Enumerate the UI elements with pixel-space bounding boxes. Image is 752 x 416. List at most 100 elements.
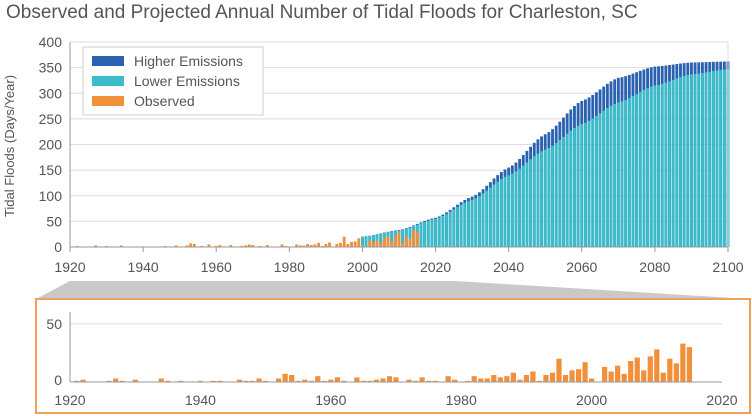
observed-bar xyxy=(317,242,321,247)
observed-bar xyxy=(192,243,196,247)
observed-bar xyxy=(342,236,346,247)
inset-x-tick: 1960 xyxy=(315,392,346,408)
observed-bar xyxy=(357,238,361,247)
inset-observed-bar xyxy=(517,379,523,382)
lower-emissions-bar xyxy=(467,201,470,247)
lower-emissions-bar xyxy=(711,71,715,247)
inset-observed-bar xyxy=(256,378,262,382)
lower-emissions-bar xyxy=(434,218,437,247)
lower-emissions-bar xyxy=(554,143,558,247)
lower-emissions-bar xyxy=(401,229,405,247)
main-axes xyxy=(69,41,729,252)
observed-bar xyxy=(401,242,405,247)
y-axis-label: Tidal Floods (Days/Year) xyxy=(2,75,17,217)
lower-emissions-bar xyxy=(481,193,485,247)
main-y-tick-labels: 0 50 100 150 200 250 300 350 400 xyxy=(39,34,63,255)
inset-observed-bar xyxy=(419,377,425,382)
inset-observed-bar xyxy=(341,380,347,382)
lower-emissions-bar xyxy=(690,74,693,247)
lower-emissions-bar xyxy=(437,217,441,247)
observed-bar xyxy=(284,245,288,247)
inset-observed-bar xyxy=(452,379,458,382)
lower-emissions-bar xyxy=(569,130,573,247)
lower-emissions-bar xyxy=(488,187,492,247)
lower-emissions-bar xyxy=(423,221,427,247)
lower-emissions-bar xyxy=(503,176,507,247)
inset-observed-bar xyxy=(236,379,243,382)
inset-observed-bar xyxy=(119,380,125,382)
inset-observed-bar xyxy=(406,379,412,382)
main-x-tick: 1960 xyxy=(201,259,232,275)
lower-emissions-bar xyxy=(441,215,445,247)
main-y-tick: 150 xyxy=(39,162,63,178)
lower-emissions-bar xyxy=(448,211,452,247)
lower-emissions-bar xyxy=(594,115,598,247)
observed-bar xyxy=(280,244,284,247)
lower-emissions-bar xyxy=(657,84,660,247)
main-x-tick: 2080 xyxy=(639,259,670,275)
inset-observed-bar xyxy=(608,371,614,382)
lower-emissions-bar xyxy=(613,103,617,247)
observed-bar xyxy=(244,245,247,247)
main-y-tick: 200 xyxy=(39,137,63,153)
lower-emissions-bar xyxy=(693,73,697,247)
lower-emissions-bar xyxy=(540,151,543,247)
observed-bar xyxy=(350,241,353,247)
main-y-tick: 250 xyxy=(39,111,63,127)
legend-swatch-lower xyxy=(92,76,124,86)
lower-emissions-bar xyxy=(638,91,642,247)
inset-x-tick: 1920 xyxy=(54,392,85,408)
observed-bar xyxy=(200,245,204,247)
lower-emissions-bar xyxy=(679,77,682,248)
lower-emissions-bar xyxy=(609,105,613,248)
inset-observed-bar xyxy=(615,365,621,382)
observed-bar xyxy=(339,242,342,247)
lower-emissions-bar xyxy=(682,76,686,247)
inset-observed-bar xyxy=(165,380,171,382)
main-x-tick: 2060 xyxy=(566,259,597,275)
main-x-tick: 1940 xyxy=(128,259,159,275)
lower-emissions-bar xyxy=(715,70,719,248)
lower-emissions-bar xyxy=(456,206,459,247)
observed-bar xyxy=(214,245,218,247)
main-y-tick: 50 xyxy=(46,213,62,229)
lower-emissions-bar xyxy=(635,94,639,247)
inset-observed-bar xyxy=(686,347,693,382)
main-x-tick: 1920 xyxy=(54,259,85,275)
zoom-inset-frame xyxy=(35,298,751,414)
lower-emissions-bar xyxy=(474,198,478,247)
observed-bar xyxy=(320,245,324,247)
inset-observed-bar xyxy=(549,372,556,382)
inset-observed-bar xyxy=(654,349,660,382)
lower-emissions-bar xyxy=(558,139,562,247)
inset-observed-bar xyxy=(262,380,269,382)
inset-observed-bar xyxy=(543,375,549,382)
inset-observed-bar xyxy=(556,358,562,382)
inset-observed-bar xyxy=(504,376,510,382)
inset-x-tick: 2000 xyxy=(576,392,607,408)
inset-observed-bar xyxy=(158,378,164,382)
lower-emissions-bar xyxy=(584,122,587,247)
lower-emissions-bar xyxy=(587,120,591,247)
lower-emissions-bar xyxy=(499,178,503,247)
observed-bar xyxy=(371,242,375,247)
lower-emissions-bar xyxy=(649,86,653,247)
lower-emissions-bar xyxy=(361,236,364,247)
lower-emissions-bar xyxy=(576,125,580,247)
observed-bar xyxy=(375,239,379,247)
observed-bar xyxy=(119,245,123,247)
lower-emissions-bar xyxy=(518,168,522,247)
observed-bar xyxy=(313,244,317,247)
lower-emissions-bar xyxy=(470,199,474,247)
lower-emissions-bar xyxy=(722,69,726,247)
observed-bar xyxy=(353,241,357,247)
lower-emissions-bar xyxy=(660,83,664,248)
main-y-tick: 0 xyxy=(54,239,62,255)
lower-emissions-bar xyxy=(686,75,690,248)
lower-emissions-bar xyxy=(426,220,430,247)
main-y-tick: 350 xyxy=(39,60,63,76)
lower-emissions-bar xyxy=(700,72,704,248)
lower-emissions-bar xyxy=(459,204,463,247)
inset-observed-bar xyxy=(373,379,380,382)
inset-observed-bar xyxy=(354,377,360,382)
